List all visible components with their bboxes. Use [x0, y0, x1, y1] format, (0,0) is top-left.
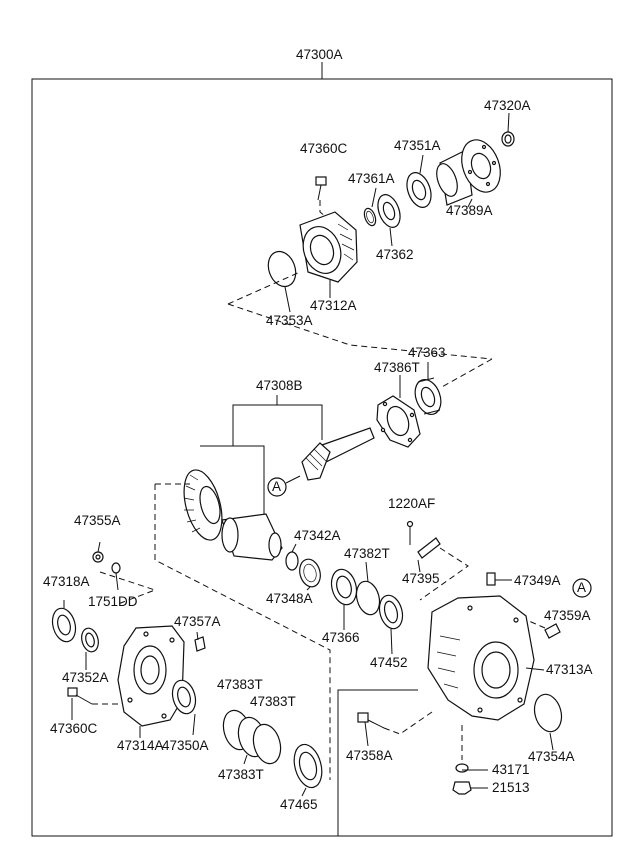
part-label-47357A: 47357A [174, 614, 221, 629]
part-label-43171: 43171 [492, 762, 530, 777]
part-47363-drawing [414, 377, 442, 416]
part-label-47360C-top: 47360C [300, 141, 348, 156]
part-47351A-drawing [406, 172, 432, 208]
part-label-47389A: 47389A [446, 203, 493, 218]
part-label-47360C-bottom: 47360C [50, 721, 98, 736]
part-47465-drawing [293, 743, 323, 789]
part-label-47312A: 47312A [310, 298, 357, 313]
part-47395-drawing [417, 537, 469, 601]
part-47313A-drawing [427, 595, 535, 721]
part-label-1220AF: 1220AF [388, 496, 436, 511]
part-47360C-bottom-drawing [67, 687, 118, 705]
part-label-47386T: 47386T [374, 360, 420, 375]
part-label-47452: 47452 [370, 655, 408, 670]
part-47362-drawing [377, 194, 401, 228]
part-label-47366: 47366 [322, 630, 360, 645]
part-47389A-drawing [436, 139, 501, 206]
part-47366-drawing [330, 568, 358, 606]
part-47452-drawing [378, 594, 404, 630]
part-label-21513: 21513 [492, 780, 530, 795]
part-label-47383T-b: 47383T [250, 694, 296, 709]
part-ring-gear-drawing [183, 469, 223, 541]
part-label-47363: 47363 [408, 345, 446, 360]
part-47353A-drawing [267, 250, 297, 288]
part-label-47308B: 47308B [256, 378, 303, 393]
part-47349A-drawing [486, 572, 512, 586]
part-label-47383T-a: 47383T [217, 677, 263, 692]
bracket-47308B [232, 395, 323, 446]
part-label-47358A: 47358A [346, 748, 393, 763]
part-diff-case-drawing [221, 513, 283, 561]
part-47350A-drawing [171, 679, 197, 715]
part-label-47349A: 47349A [514, 573, 561, 588]
part-label-47352A: 47352A [62, 670, 109, 685]
part-label-47362: 47362 [376, 247, 414, 262]
part-47308B-pinion-drawing [301, 427, 375, 481]
part-47382T-drawing [355, 580, 381, 616]
part-47348A-drawing [299, 558, 321, 588]
part-label-47383T-c: 47383T [218, 767, 264, 782]
part-label-47351A: 47351A [394, 138, 441, 153]
bracket-47308B-lower [200, 445, 265, 530]
callout-A-right-label: A [577, 580, 587, 595]
part-47357A-drawing [194, 636, 206, 652]
part-47360C-top-drawing [315, 176, 331, 221]
part-47386T-drawing [376, 395, 421, 448]
part-47320A-drawing [501, 131, 515, 147]
part-label-47350A: 47350A [162, 738, 209, 753]
part-47312A-drawing [299, 211, 358, 283]
leader-left-top [99, 571, 157, 605]
assembly-number-label: 47300A [296, 47, 343, 62]
assembly-frame [31, 62, 613, 837]
part-label-47395: 47395 [402, 571, 440, 586]
part-47318A-drawing [51, 607, 77, 643]
part-47355A-drawing [92, 551, 104, 563]
part-label-47348A: 47348A [266, 591, 313, 606]
callout-A-upper-label: A [272, 479, 282, 494]
part-1751DD-drawing [111, 562, 121, 574]
part-1220AF-drawing [406, 520, 414, 545]
leader-top-group [227, 271, 493, 389]
part-label-47314A: 47314A [117, 738, 164, 753]
part-47383T-shims-drawing [222, 709, 282, 765]
callout-A-right-drawing [572, 578, 592, 598]
part-label-47465: 47465 [280, 797, 318, 812]
part-label-47353A: 47353A [266, 313, 313, 328]
part-label-47342A: 47342A [294, 528, 341, 543]
leader-lines [63, 112, 554, 797]
part-label-47354A: 47354A [528, 749, 575, 764]
part-43171-drawing [455, 725, 469, 773]
part-label-1751DD: 1751DD [88, 594, 138, 609]
part-47361A-drawing [363, 207, 377, 227]
part-label-47359A: 47359A [544, 608, 591, 623]
part-47354A-drawing [533, 693, 563, 733]
part-21513-drawing [452, 781, 472, 795]
part-label-47313A: 47313A [546, 662, 593, 677]
part-47314A-drawing [117, 625, 185, 727]
part-47352A-drawing [81, 627, 99, 653]
part-47342A-drawing [285, 551, 299, 571]
lower-inner-bracket [337, 689, 418, 836]
part-label-47355A: 47355A [74, 513, 121, 528]
part-label-47361A: 47361A [348, 171, 395, 186]
leader-middle-group [154, 483, 331, 780]
part-label-47382T: 47382T [344, 546, 390, 561]
callout-A-upper-drawing [267, 475, 301, 497]
part-label-47320A: 47320A [484, 98, 531, 113]
part-label-47318A: 47318A [43, 574, 90, 589]
part-47358A-drawing [357, 711, 433, 735]
